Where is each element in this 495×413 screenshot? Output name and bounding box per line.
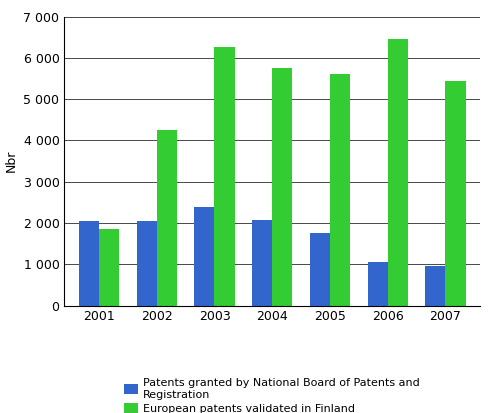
Bar (330, 74, 350, 306)
Bar (446, 81, 466, 306)
Bar (388, 39, 408, 306)
Bar (194, 207, 214, 306)
Bar (137, 221, 157, 306)
Bar (367, 262, 388, 306)
Bar (79, 221, 99, 306)
Bar (157, 130, 177, 306)
Bar (272, 68, 293, 306)
Bar (99, 229, 119, 306)
Legend: Patents granted by National Board of Patents and
Registration, European patents : Patents granted by National Board of Pat… (121, 375, 423, 413)
Bar (310, 233, 330, 306)
Bar (214, 47, 235, 306)
Y-axis label: Nbr: Nbr (5, 150, 18, 172)
Bar (252, 220, 272, 306)
Bar (425, 266, 446, 306)
